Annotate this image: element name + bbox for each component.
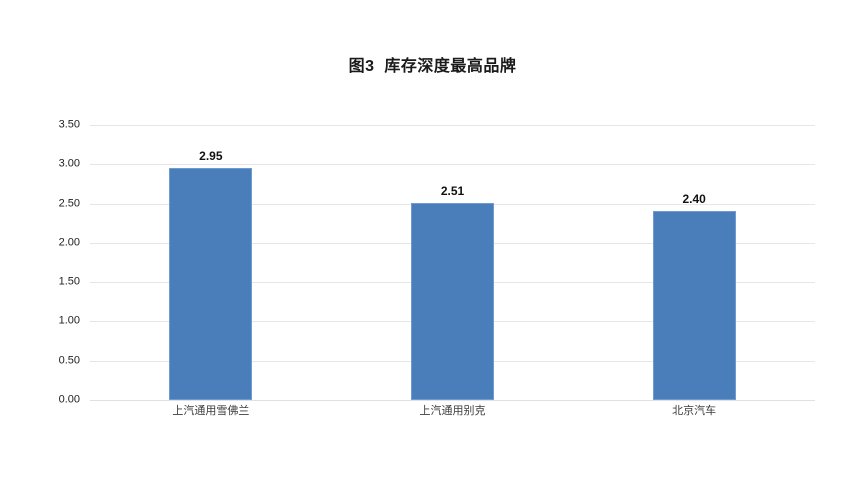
bar-value-label: 2.95 <box>199 149 223 164</box>
y-tick-label: 1.50 <box>58 275 80 288</box>
bar-group: 2.95 <box>169 125 253 400</box>
x-tick-label: 上汽通用别克 <box>419 405 486 417</box>
y-tick-label: 2.00 <box>58 236 80 249</box>
y-tick-label: 2.50 <box>58 197 80 210</box>
gridline <box>90 125 815 126</box>
chart-title: 图3 库存深度最高品牌 <box>348 58 517 75</box>
y-axis: 0.00 0.50 1.00 1.50 2.00 2.50 3.00 3.50 <box>28 119 80 405</box>
bar-group: 2.51 <box>411 125 494 400</box>
x-tick-label: 北京汽车 <box>672 405 717 417</box>
bar-group: 2.40 <box>652 125 736 400</box>
bar-value-label: 2.40 <box>682 192 706 207</box>
bar[interactable] <box>652 211 736 400</box>
bar-value-label: 2.51 <box>440 183 465 198</box>
y-tick-label: 3.00 <box>58 157 80 170</box>
y-tick-label: 0.50 <box>58 354 80 367</box>
x-tick-label: 上汽通用雪佛兰 <box>172 405 250 417</box>
x-axis: 上汽通用雪佛兰 上汽通用别克 北京汽车 <box>90 404 815 428</box>
y-tick-label: 3.50 <box>58 118 80 131</box>
y-tick-label: 0.00 <box>58 393 80 406</box>
gridline <box>90 164 815 166</box>
gridline <box>90 400 815 401</box>
bar[interactable] <box>169 168 253 400</box>
bar[interactable] <box>411 202 494 400</box>
y-tick-label: 1.00 <box>58 314 80 327</box>
plot-area: 2.95 2.51 2.40 <box>90 125 815 401</box>
